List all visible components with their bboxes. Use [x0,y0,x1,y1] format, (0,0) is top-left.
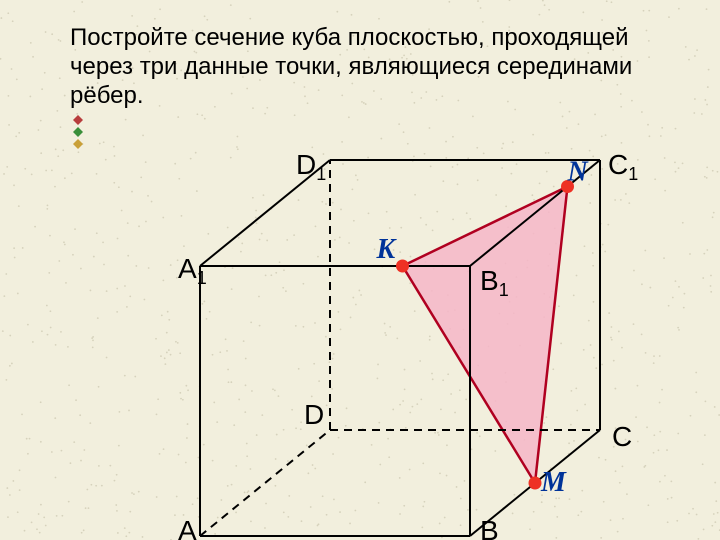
point-M [529,477,542,490]
vertex-label-C: C [612,421,632,452]
task-text: Постройте сечение куба плоскостью, прохо… [70,24,670,110]
vertex-label-D: D [304,399,324,430]
vertex-label-A: A [178,515,197,540]
point-label-M: M [540,467,567,498]
point-label-N: N [567,157,590,188]
point-K [396,260,409,273]
point-label-K: K [376,234,398,265]
vertex-label-B: B [480,515,499,540]
